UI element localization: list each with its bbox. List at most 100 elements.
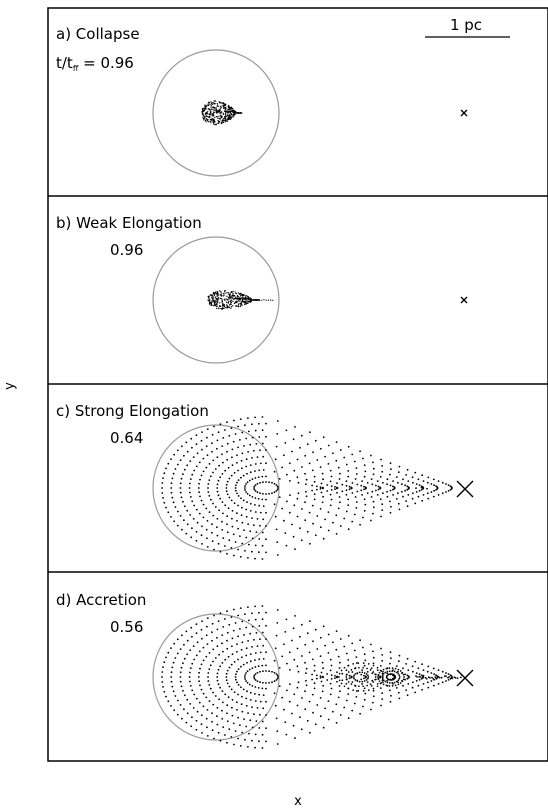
particle-dot	[210, 105, 212, 107]
particle-dot	[392, 480, 394, 482]
particle-dot	[219, 112, 222, 114]
particle-dot	[219, 119, 221, 121]
particle-dot	[228, 118, 230, 120]
particle-dot	[274, 458, 277, 461]
panel-c-label: c) Strong Elongation	[56, 402, 209, 420]
particle-dot	[306, 530, 309, 533]
particle-dot	[195, 530, 198, 533]
particle-dot	[398, 697, 401, 700]
particle-dot	[246, 300, 248, 302]
particle-dot	[195, 654, 198, 657]
particle-dot	[411, 497, 414, 500]
particle-dot	[226, 704, 229, 707]
particle-dot	[363, 475, 366, 478]
particle-dot	[216, 679, 219, 682]
particle-dot	[223, 106, 225, 109]
particle-dot	[185, 630, 188, 633]
particle-dot	[225, 676, 228, 678]
particle-dot	[276, 622, 279, 624]
particle-dot	[229, 303, 232, 305]
particle-dot	[356, 483, 359, 486]
particle-dot	[215, 307, 218, 310]
particle-dot	[314, 439, 317, 442]
particle-dot	[405, 689, 407, 691]
particle-dot	[343, 685, 346, 688]
particle-dot	[350, 683, 353, 685]
particle-dot	[304, 472, 306, 475]
particle-dot	[213, 425, 215, 428]
particle-dot	[198, 650, 201, 653]
particle-dot	[372, 687, 375, 690]
particle-dot	[218, 117, 220, 120]
particle-dot	[225, 298, 227, 300]
particle-dot	[161, 681, 164, 683]
particle-dot	[241, 731, 244, 734]
particle-dot	[267, 299, 269, 301]
particle-dot	[231, 448, 234, 451]
particle-dot	[233, 111, 235, 113]
particle-dot	[219, 612, 222, 615]
particle-dot	[381, 509, 384, 511]
particle-dot	[226, 295, 228, 297]
panel-b: b) Weak Elongation 0.96	[56, 214, 468, 364]
particle-dot	[212, 111, 215, 113]
particle-dot	[233, 298, 235, 300]
particle-dot	[381, 465, 384, 467]
particle-dot	[216, 628, 219, 631]
particle-dot	[326, 673, 329, 675]
particle-dot	[165, 656, 167, 659]
particle-dot	[418, 673, 421, 676]
particle-dot	[217, 105, 220, 108]
particle-dot	[209, 113, 212, 115]
particle-dot	[275, 679, 278, 681]
particle-dot	[206, 115, 209, 118]
particle-dot	[364, 675, 367, 678]
particle-dot	[361, 671, 364, 674]
particle-dot	[397, 683, 400, 686]
particle-dot	[441, 481, 444, 484]
particle-dot	[437, 494, 440, 496]
particle-dot	[244, 678, 247, 680]
particle-dot	[281, 696, 284, 699]
particle-dot	[226, 450, 228, 453]
particle-dot	[404, 678, 406, 681]
particle-dot	[276, 674, 279, 677]
particle-dot	[327, 718, 330, 721]
particle-dot	[259, 700, 262, 703]
particle-dot	[243, 676, 246, 678]
particle-dot	[226, 631, 229, 634]
particle-dot	[256, 680, 259, 683]
particle-dot	[345, 463, 348, 466]
particle-dot	[206, 617, 209, 619]
particle-dot	[257, 299, 259, 301]
particle-dot	[236, 512, 238, 515]
particle-dot	[219, 739, 222, 742]
particle-dot	[200, 474, 203, 477]
particle-dot	[251, 478, 254, 480]
particle-dot	[179, 487, 182, 489]
particle-dot	[172, 661, 175, 664]
particle-dot	[380, 670, 383, 672]
particle-dot	[393, 670, 396, 673]
particle-dot	[293, 658, 296, 661]
particle-dot	[197, 676, 200, 678]
particle-dot	[235, 484, 237, 487]
particle-dot	[265, 651, 267, 654]
particle-dot	[350, 669, 353, 671]
particle-dot	[366, 681, 369, 683]
particle-dot	[403, 676, 405, 678]
particle-dot	[251, 550, 253, 553]
particle-dot	[319, 488, 322, 490]
particle-dot	[440, 676, 443, 679]
particle-dot	[278, 478, 281, 480]
particle-dot	[314, 628, 317, 631]
particle-dot	[176, 449, 179, 452]
particle-dot	[284, 532, 287, 534]
particle-dot	[259, 481, 261, 484]
particle-dot	[208, 495, 211, 497]
particle-dot	[361, 683, 363, 685]
particle-dot	[211, 639, 213, 642]
particle-dot	[221, 301, 223, 303]
particle-dot	[293, 469, 296, 472]
particle-dot	[195, 697, 198, 700]
